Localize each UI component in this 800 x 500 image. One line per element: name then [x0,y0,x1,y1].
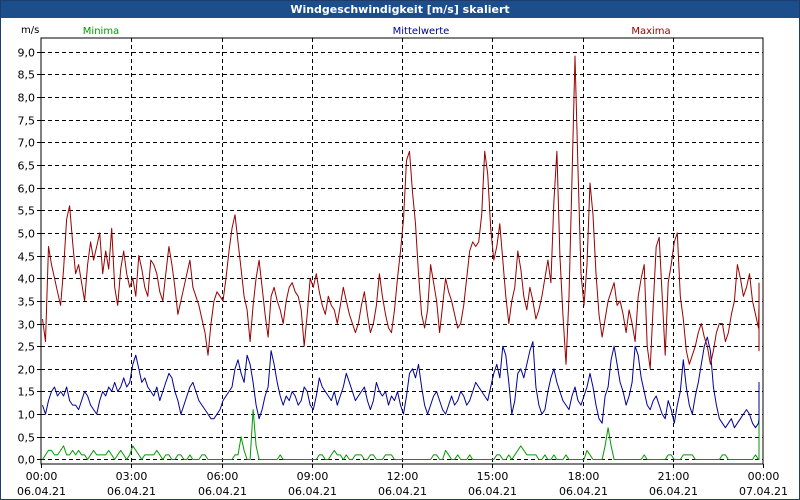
x-tick-time: 21:00 [658,470,690,483]
legend: Minima Mittelwerte Maxima [83,26,671,37]
series-line-mittelwerte [42,336,760,429]
y-tick-label: 0,0 [18,454,36,467]
y-tick-label: 5,0 [18,228,36,241]
y-tick-label: 0,5 [18,432,36,445]
y-tick-label: 1,0 [18,409,36,422]
y-tick-label: 9,0 [18,47,36,60]
x-tick-time: 00:00 [26,470,58,483]
y-tick-label: 1,5 [18,386,36,399]
series-line-minima [42,409,760,460]
x-tick-date: 06.04.21 [559,485,608,498]
legend-maxima: Maxima [631,26,670,37]
y-tick-label: 2,5 [18,341,36,354]
x-tick-time: 15:00 [477,470,509,483]
legend-mittelwerte: Mittelwerte [393,26,450,37]
x-tick-date: 06.04.21 [649,485,698,498]
y-tick-label: 7,5 [18,115,36,128]
y-tick-label: 4,5 [18,251,36,264]
y-tick-label: 2,0 [18,364,36,377]
y-tick-label: 6,5 [18,160,36,173]
x-tick-time: 12:00 [387,470,419,483]
y-tick-label: 4,0 [18,273,36,286]
y-tick-label: 5,5 [18,205,36,218]
x-tick-date: 06.04.21 [198,485,247,498]
y-axis-ticks: 0,0 0,5 1,0 1,5 2,0 2,5 3,0 3,5 4,0 4,5 5,0 5,5 6,0 6… [18,47,41,467]
chart-title: Windgeschwindigkeit [m/s] skaliert [1,1,799,18]
y-tick-label: 8,0 [18,92,36,105]
x-tick-date: 06.04.21 [17,485,66,498]
series-lines [42,55,760,460]
x-tick-time: 18:00 [568,470,600,483]
x-tick-time: 00:00 [748,470,780,483]
y-tick-label: 3,5 [18,296,36,309]
y-axis-label: m/s [21,25,39,36]
chart-svg: 0,0 0,5 1,0 1,5 2,0 2,5 3,0 3,5 4,0 4,5 5,0 5,5 6,0 6… [1,18,799,499]
plot-frame [40,37,764,465]
x-tick-date: 06.04.21 [107,485,156,498]
x-tick-time: 06:00 [207,470,239,483]
x-tick-time: 03:00 [116,470,148,483]
y-tick-label: 8,5 [18,69,36,82]
x-tick-date: 06.04.21 [288,485,337,498]
y-tick-label: 3,0 [18,319,36,332]
x-tick-date: 07.04.21 [739,485,788,498]
x-tick-time: 09:00 [297,470,329,483]
y-tick-label: 7,0 [18,137,36,150]
series-line-maxima [42,55,760,370]
x-tick-date: 06.04.21 [468,485,517,498]
x-axis-ticks: 00:00 06.04.21 03:00 06.04.21 06:00 06.04.21 0… [17,464,788,498]
x-tick-date: 06.04.21 [378,485,427,498]
y-tick-label: 6,0 [18,183,36,196]
legend-minima: Minima [83,26,119,37]
